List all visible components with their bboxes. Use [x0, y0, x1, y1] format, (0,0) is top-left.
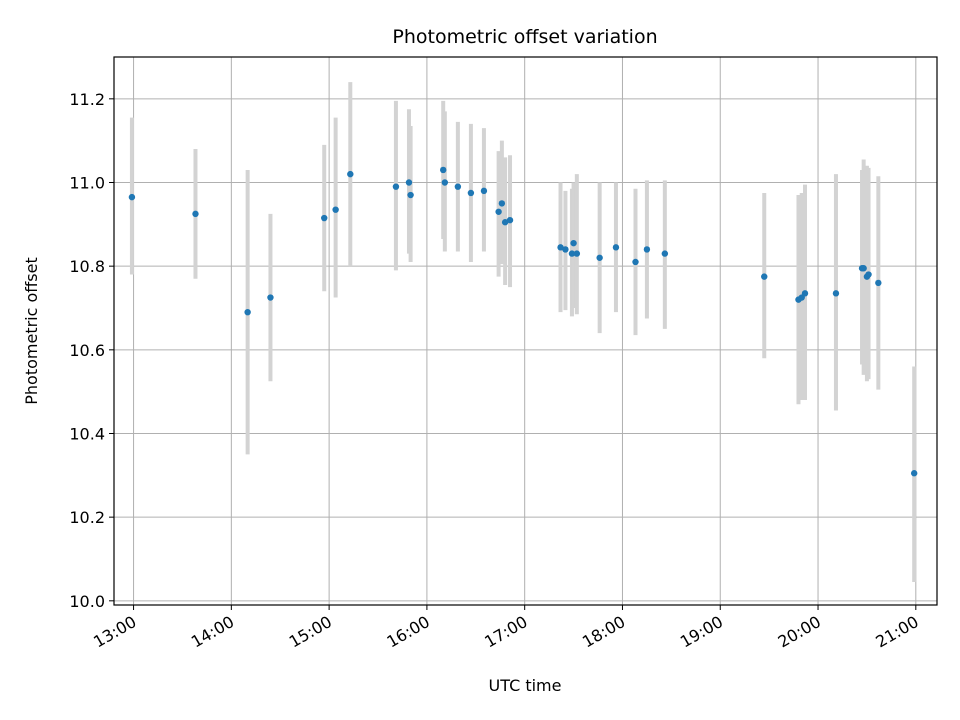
y-tick-label: 10.4: [69, 424, 105, 443]
data-point: [506, 216, 514, 224]
data-point: [192, 210, 199, 218]
data-point: [801, 290, 809, 297]
data-point: [661, 250, 669, 257]
data-point: [632, 258, 639, 266]
y-tick-label: 11.0: [69, 173, 105, 192]
y-axis-ticks: 10.0 10.2 10.4 10.6 10.8 11.0 11.2: [69, 90, 114, 611]
data-point: [910, 470, 918, 477]
data-point: [407, 191, 414, 199]
data-point: [405, 179, 413, 186]
data-point: [321, 214, 328, 222]
data-point: [480, 187, 488, 195]
y-tick-label: 10.2: [69, 508, 105, 527]
data-point: [865, 271, 872, 278]
data-point: [573, 250, 581, 257]
data-point: [643, 246, 651, 253]
data-point: [440, 166, 447, 174]
data-point: [332, 206, 339, 213]
data-point: [495, 208, 502, 215]
data-point: [568, 250, 576, 257]
x-axis-label: UTC time: [489, 676, 562, 695]
data-point: [244, 308, 251, 316]
data-point: [860, 265, 867, 272]
data-point: [761, 273, 768, 280]
data-point: [441, 179, 449, 186]
plot-frame: [113, 56, 938, 606]
data-point: [570, 239, 577, 247]
chart-title: Photometric offset variation: [392, 26, 657, 48]
data-point: [501, 219, 509, 226]
y-axis-label: Photometric offset: [22, 257, 41, 405]
y-tick-label: 10.0: [69, 592, 105, 611]
y-tick-label: 11.2: [69, 90, 105, 109]
data-point: [875, 279, 882, 287]
y-tick-label: 10.6: [69, 341, 105, 360]
data-point: [557, 244, 564, 251]
data-point: [128, 193, 136, 201]
data-point: [612, 244, 620, 251]
data-point: [454, 183, 462, 190]
data-point: [267, 294, 274, 301]
data-point: [596, 254, 603, 261]
data-points: [128, 166, 918, 477]
data-point: [392, 183, 400, 190]
data-point: [498, 200, 506, 207]
data-point: [467, 189, 475, 197]
data-point: [562, 246, 569, 253]
data-point: [832, 290, 840, 297]
data-point: [347, 170, 354, 178]
y-tick-label: 10.8: [69, 257, 105, 276]
